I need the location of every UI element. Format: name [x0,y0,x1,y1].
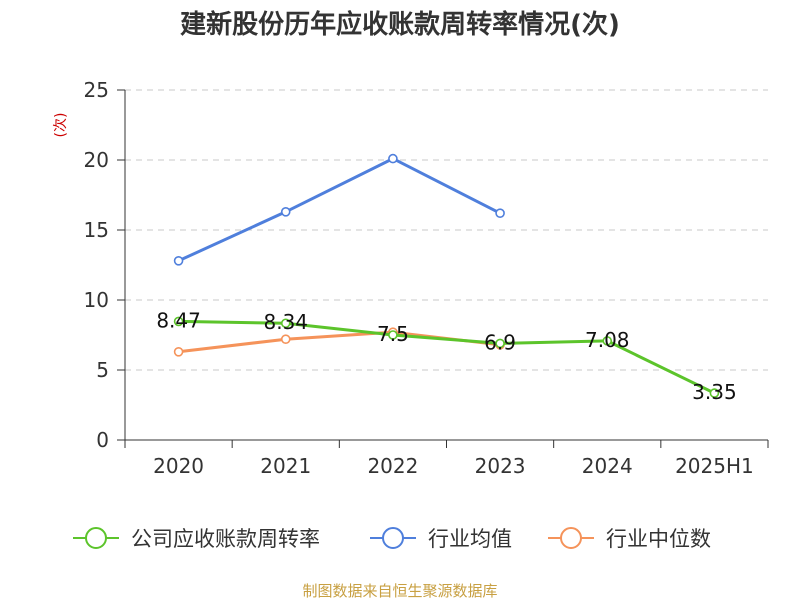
series-layer [173,153,720,398]
x-tick-label: 2023 [475,454,526,478]
x-tick-label: 2025H1 [675,454,754,478]
source-note: 制图数据来自恒生聚源数据库 [302,582,497,600]
x-tick-label: 2020 [153,454,204,478]
x-tick-label: 2024 [582,454,633,478]
y-axis-unit-label: (次) [53,113,69,138]
data-point [280,318,291,329]
data-point [173,316,184,327]
gridlines [125,89,768,371]
y-tick-label: 15 [84,218,109,242]
series-2 [173,327,505,357]
legend: 公司应收账款周转率 行业均值 行业中位数 [73,527,711,551]
data-point [709,388,720,398]
y-tick-label: 20 [84,148,109,172]
y-tick-label: 10 [84,288,109,312]
y-tick-label: 5 [96,358,109,382]
data-point [495,338,505,349]
legend-marker [85,527,107,549]
data-labels: 8.47 8.34 7.5 6.9 7.08 3.35 [156,308,736,404]
series-line [178,330,501,354]
legend-item-0: 公司应收账款周转率 [73,527,320,551]
legend-label: 行业中位数 [606,527,711,551]
legend-marker [382,527,404,549]
series-0 [173,316,720,398]
data-label: 8.34 [263,310,308,334]
series-line [178,319,716,395]
legend-label: 公司应收账款周转率 [131,527,320,551]
legend-item-2: 行业中位数 [548,527,711,551]
series-1 [173,153,505,266]
data-point [280,207,291,217]
data-point [388,153,398,164]
data-label: 7.5 [377,322,409,346]
data-label: 7.08 [585,328,630,352]
data-label: 3.35 [692,380,737,404]
axes: 0 5 10 15 20 25 2020 2021 2022 2023 2024 2025H1 [84,78,769,478]
legend-label: 行业均值 [428,527,512,551]
data-point [173,346,184,357]
data-label: 6.9 [484,330,516,354]
data-point [280,334,291,345]
data-point [495,208,505,218]
data-point [388,330,398,340]
legend-marker [560,527,582,549]
chart-title: 建新股份历年应收账款周转率情况(次) [180,9,620,40]
series-line [177,157,501,263]
data-label: 8.47 [156,308,201,332]
y-tick-label: 25 [84,78,109,102]
data-point [602,336,613,346]
legend-item-1: 行业均值 [370,527,512,551]
data-point [173,255,184,266]
y-tick-label: 0 [96,428,109,452]
x-tick-label: 2022 [367,454,418,478]
x-tick-label: 2021 [260,454,311,478]
